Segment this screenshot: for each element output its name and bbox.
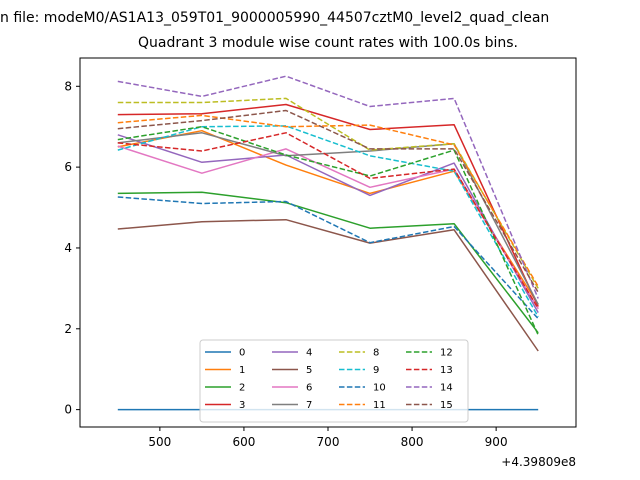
series-line-6 [117,145,539,309]
series-line-8 [117,97,539,289]
legend-label-7: 7 [306,400,312,411]
x-axis: 500 600 700 800 900 [148,427,508,449]
chart-title: Quadrant 3 module wise count rates with … [138,35,518,51]
legend-label-13: 13 [440,365,453,376]
figure-suptitle: n file: modeM0/AS1A13_059T01_9000005990_… [0,10,550,26]
legend-label-5: 5 [306,365,312,376]
x-tick-label: 800 [401,435,424,449]
legend-label-10: 10 [373,383,386,394]
series-line-13 [117,132,539,309]
y-tick-label: 8 [64,79,72,93]
legend-label-2: 2 [239,383,245,394]
y-tick-label: 0 [64,403,72,417]
legend-box [199,339,469,423]
series-lines [117,75,539,411]
series-line-7 [117,132,539,305]
legend-label-3: 3 [239,400,245,411]
legend-label-12: 12 [440,348,453,359]
y-tick-label: 4 [64,241,72,255]
series-line-10 [117,196,539,320]
series-line-5 [117,218,539,352]
x-tick-label: 500 [148,435,171,449]
legend-label-9: 9 [373,365,379,376]
x-tick-label: 700 [317,435,340,449]
legend-label-6: 6 [306,383,312,394]
series-line-4 [117,134,539,313]
legend-label-11: 11 [373,400,386,411]
series-line-2 [117,191,539,334]
series-line-3 [117,103,539,307]
series-line-11 [117,114,539,287]
y-tick-label: 2 [64,322,72,336]
legend-label-14: 14 [440,383,453,394]
y-tick-label: 6 [64,160,72,174]
series-line-15 [117,109,539,293]
series-line-12 [117,125,539,336]
legend-label-15: 15 [440,400,453,411]
x-tick-label: 900 [485,435,508,449]
legend-label-4: 4 [306,348,312,359]
legend-label-1: 1 [239,365,245,376]
x-tick-label: 600 [232,435,255,449]
y-axis: 0 2 4 6 8 [64,79,80,417]
x-axis-offset-label: +4.39809e8 [501,455,576,469]
series-line-1 [117,129,539,305]
legend-label-0: 0 [239,348,245,359]
legend-label-8: 8 [373,348,379,359]
series-line-9 [117,125,539,318]
series-line-14 [117,75,539,299]
